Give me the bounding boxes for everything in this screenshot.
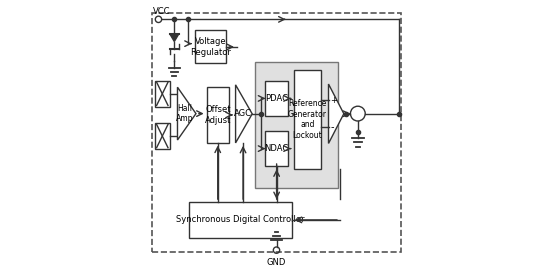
FancyBboxPatch shape — [265, 81, 288, 116]
Text: NDAC: NDAC — [264, 144, 289, 153]
FancyBboxPatch shape — [155, 81, 170, 107]
Text: Synchronous Digital Controller: Synchronous Digital Controller — [176, 215, 305, 224]
Text: Reference
Generator
and
Lockout: Reference Generator and Lockout — [288, 99, 327, 140]
FancyBboxPatch shape — [155, 123, 170, 149]
FancyBboxPatch shape — [206, 87, 229, 143]
Text: +: + — [330, 96, 337, 104]
FancyBboxPatch shape — [189, 202, 292, 238]
Text: GND: GND — [267, 258, 286, 267]
Polygon shape — [178, 87, 196, 140]
FancyBboxPatch shape — [153, 13, 400, 252]
Polygon shape — [328, 84, 344, 143]
Text: VCC: VCC — [153, 7, 171, 16]
Polygon shape — [170, 34, 179, 42]
FancyBboxPatch shape — [195, 31, 226, 63]
Text: Hall
Amp: Hall Amp — [176, 104, 194, 123]
FancyBboxPatch shape — [255, 62, 338, 188]
Polygon shape — [236, 85, 252, 143]
Text: -: - — [330, 122, 334, 132]
Text: Offset
Adjust: Offset Adjust — [205, 105, 231, 125]
FancyBboxPatch shape — [294, 70, 321, 169]
FancyBboxPatch shape — [265, 131, 288, 166]
Text: PDAC: PDAC — [265, 94, 288, 103]
Text: Voltage
Regulator: Voltage Regulator — [190, 37, 231, 57]
Text: AGC: AGC — [233, 109, 252, 118]
